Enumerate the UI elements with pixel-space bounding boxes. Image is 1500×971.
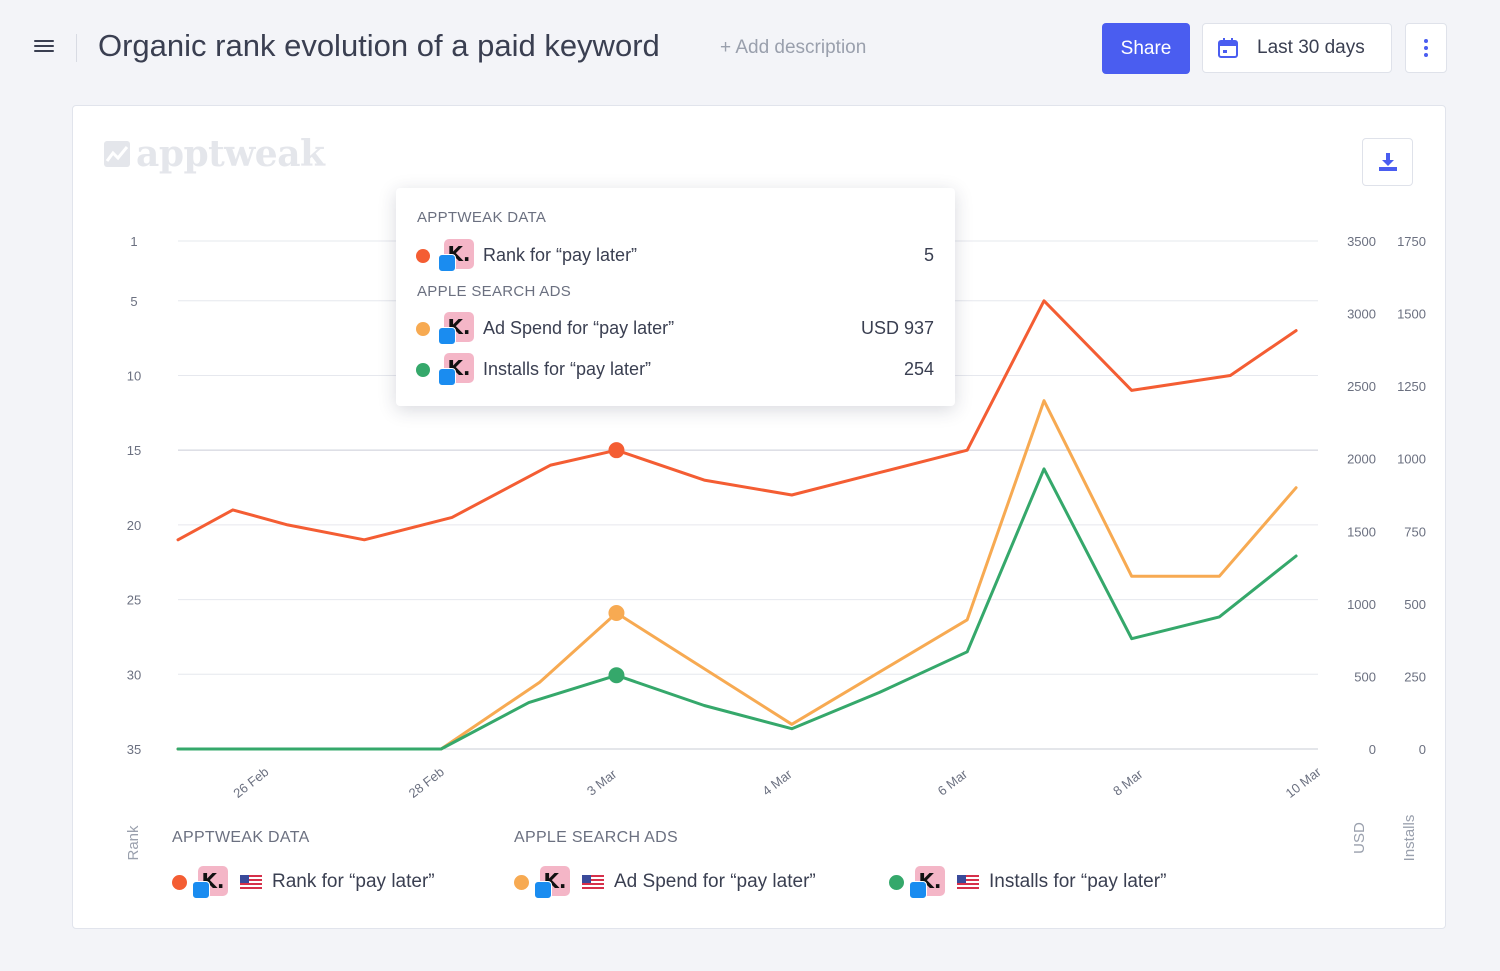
x-tick-label: 6 Mar (935, 766, 971, 799)
x-tick-label: 3 Mar (584, 766, 620, 799)
y-axis-label-usd: USD (1351, 822, 1368, 854)
highlight-point (608, 605, 625, 622)
app-icon: K. (192, 866, 228, 900)
chart-tooltip: APPTWEAK DATA K. Rank for “pay later” 5 … (396, 188, 955, 406)
us-flag-icon (240, 875, 262, 890)
y-tick-label-installs: 1250 (1397, 379, 1426, 394)
y-tick-label-rank: 25 (127, 593, 141, 608)
y-tick-label-usd: 2500 (1347, 379, 1376, 394)
app-icon: K. (534, 866, 570, 900)
menu-icon[interactable] (34, 38, 54, 58)
tooltip-row-label: Rank for “pay later” (483, 245, 638, 265)
legend-item-label: Installs for “pay later” (989, 871, 1167, 892)
y-tick-label-usd: 1500 (1347, 524, 1376, 539)
us-flag-icon (957, 875, 979, 890)
x-tick-label: 28 Feb (406, 764, 447, 801)
series-line (176, 467, 1298, 751)
more-options-button[interactable] (1405, 23, 1447, 73)
app-icon: K. (438, 353, 474, 387)
date-range-label: Last 30 days (1257, 37, 1365, 58)
page-title: Organic rank evolution of a paid keyword (98, 28, 660, 63)
legend-item-label: Rank for “pay later” (272, 871, 435, 892)
y-tick-label-rank: 20 (127, 518, 141, 533)
x-tick-label: 8 Mar (1110, 766, 1146, 799)
download-icon (1378, 153, 1397, 171)
tooltip-row-spend: K. Ad Spend for “pay later” USD 937 (416, 312, 934, 346)
download-button[interactable] (1362, 138, 1413, 186)
app-icon: K. (438, 239, 474, 273)
app-icon: K. (438, 312, 474, 346)
y-tick-label-rank: 15 (127, 443, 141, 458)
series-line (176, 399, 1298, 751)
y-tick-label-rank: 5 (130, 294, 137, 309)
y-tick-label-installs: 250 (1404, 669, 1426, 684)
tooltip-row-label: Ad Spend for “pay later” (483, 318, 675, 338)
y-tick-label-installs: 0 (1419, 742, 1426, 757)
y-tick-label-rank: 1 (130, 234, 137, 249)
app-icon: K. (909, 866, 945, 900)
y-tick-label-usd: 500 (1354, 669, 1376, 684)
legend-item-label: Ad Spend for “pay later” (614, 871, 816, 892)
date-range-button[interactable]: Last 30 days (1202, 23, 1392, 73)
y-tick-label-usd: 3500 (1347, 234, 1376, 249)
series-dot (416, 249, 430, 263)
share-button[interactable]: Share (1102, 23, 1190, 74)
logo-text: apptweak (136, 133, 325, 175)
tooltip-row-rank: K. Rank for “pay later” 5 (416, 239, 934, 273)
us-flag-icon (582, 875, 604, 890)
series-dot (889, 875, 904, 890)
highlight-point (608, 442, 625, 459)
y-tick-label-usd: 1000 (1347, 597, 1376, 612)
logo-chart-icon (104, 141, 130, 167)
series-dot (172, 875, 187, 890)
tooltip-group-asa: APPLE SEARCH ADS (417, 283, 572, 300)
y-tick-label-rank: 30 (127, 667, 141, 682)
series-line (176, 299, 1298, 542)
add-description-link[interactable]: + Add description (720, 37, 867, 58)
y-tick-label-installs: 1500 (1397, 307, 1426, 322)
tooltip-group-apptweak: APPTWEAK DATA (417, 209, 547, 226)
calendar-icon (1218, 38, 1238, 58)
y-tick-label-usd: 0 (1369, 742, 1376, 757)
y-tick-label-installs: 500 (1404, 597, 1426, 612)
x-tick-label: 10 Mar (1283, 764, 1325, 801)
y-tick-label-installs: 750 (1404, 524, 1426, 539)
y-tick-label-rank: 35 (127, 742, 141, 757)
tooltip-row-value: USD 937 (860, 318, 934, 338)
tooltip-row-installs: K. Installs for “pay later” 254 (416, 353, 934, 387)
y-axis-label-rank: Rank (125, 825, 142, 861)
y-tick-label-usd: 2000 (1347, 452, 1376, 467)
series-dot (416, 363, 430, 377)
series-dot (416, 322, 430, 336)
series-dot (514, 875, 529, 890)
x-tick-label: 4 Mar (759, 766, 795, 799)
tooltip-row-label: Installs for “pay later” (483, 359, 652, 379)
tooltip-row-value: 5 (923, 245, 934, 265)
legend-group-apptweak: APPTWEAK DATA (172, 829, 310, 846)
apptweak-logo: apptweak (104, 133, 325, 175)
y-tick-label-installs: 1000 (1397, 452, 1426, 467)
y-tick-label-rank: 10 (127, 368, 141, 383)
header-divider (76, 34, 77, 62)
legend-group-asa: APPLE SEARCH ADS (514, 829, 678, 846)
tooltip-row-value: 254 (903, 359, 934, 379)
y-axis-label-installs: Installs (1401, 815, 1418, 862)
y-tick-label-usd: 3000 (1347, 307, 1376, 322)
highlight-point (608, 667, 625, 684)
y-tick-label-installs: 1750 (1397, 234, 1426, 249)
x-tick-label: 26 Feb (230, 764, 271, 801)
